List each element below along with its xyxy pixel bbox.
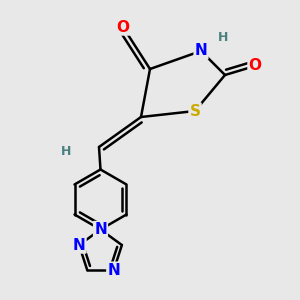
Text: H: H — [61, 145, 71, 158]
Text: N: N — [107, 263, 120, 278]
Text: N: N — [195, 44, 207, 59]
Text: N: N — [73, 238, 85, 253]
Text: S: S — [190, 103, 200, 118]
Text: O: O — [116, 20, 130, 34]
Text: O: O — [248, 58, 262, 74]
Text: N: N — [94, 222, 107, 237]
Text: H: H — [218, 31, 229, 44]
